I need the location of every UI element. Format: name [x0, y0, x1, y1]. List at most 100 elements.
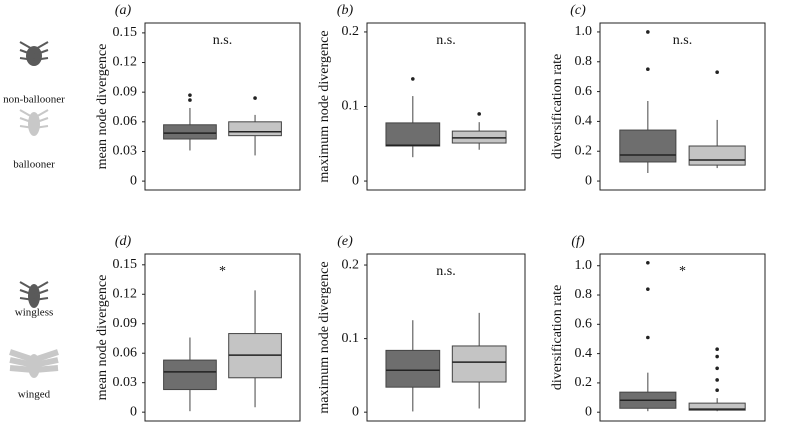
- legend-icon-leg: [19, 297, 35, 301]
- legend-icon: [28, 112, 40, 136]
- panel-label: (e): [337, 234, 353, 249]
- outlier: [646, 287, 650, 291]
- outlier: [715, 378, 719, 382]
- y-axis-label: mean node divergence: [95, 275, 110, 401]
- legend-label: winged: [18, 389, 51, 401]
- outlier: [646, 335, 650, 340]
- legend-icon-leg: [19, 49, 35, 56]
- box: [688, 145, 746, 166]
- panel-label: (d): [115, 234, 132, 249]
- y-tick-label: 0: [352, 173, 359, 188]
- annotation: n.s.: [436, 264, 455, 279]
- outlier: [646, 30, 650, 34]
- legend-icon-leg: [33, 281, 49, 291]
- y-tick-label: 0.2: [342, 257, 360, 272]
- legend-icon: [26, 46, 42, 66]
- box: [163, 124, 217, 140]
- y-tick-label: 0.6: [575, 84, 593, 99]
- outlier: [715, 70, 719, 75]
- legend-icon: [28, 284, 40, 308]
- y-tick-label: 0.06: [113, 114, 138, 129]
- y-tick-label: 0.2: [575, 143, 593, 158]
- y-tick-label: 1.0: [575, 24, 593, 39]
- outlier: [715, 347, 719, 352]
- y-tick-label: 0: [585, 173, 592, 188]
- y-tick-label: 0.09: [113, 316, 138, 331]
- legend-icon-leg: [33, 41, 49, 51]
- y-tick-label: 0.6: [575, 317, 593, 332]
- y-tick-label: 0: [352, 404, 359, 419]
- outlier: [646, 67, 650, 72]
- legend-icon-leg: [9, 357, 35, 368]
- y-tick-label: 0.2: [575, 375, 593, 390]
- legend-label: ballooner: [13, 159, 55, 171]
- y-tick-label: 0.4: [575, 346, 593, 361]
- legend-icon-leg: [19, 125, 35, 129]
- annotation: n.s.: [436, 33, 455, 48]
- y-tick-label: 0.1: [342, 331, 360, 346]
- panel-label: (b): [337, 3, 354, 18]
- box: [688, 402, 746, 411]
- legend-icon-leg: [33, 349, 59, 363]
- outlier: [646, 260, 650, 265]
- annotation: n.s.: [673, 33, 692, 48]
- outlier: [715, 366, 719, 371]
- y-tick-label: 0: [130, 173, 137, 188]
- y-tick-label: 0.06: [113, 345, 138, 360]
- legend-icon-leg: [19, 281, 35, 291]
- legend-icon-leg: [19, 117, 35, 124]
- plot-frame: [366, 253, 526, 422]
- legend-icon-leg: [9, 349, 35, 363]
- y-tick-label: 0: [585, 404, 592, 419]
- y-axis-label: diversification rate: [550, 54, 565, 159]
- panel-label: (c): [570, 3, 586, 18]
- plot-frame: [599, 22, 766, 191]
- box: [163, 359, 217, 391]
- legend-icon-leg: [33, 297, 49, 301]
- outlier: [715, 354, 719, 359]
- y-tick-label: 1.0: [575, 258, 593, 273]
- y-axis-label: diversification rate: [550, 285, 565, 390]
- y-tick-label: 0.12: [113, 286, 138, 301]
- annotation: n.s.: [213, 33, 232, 48]
- legend-icon-leg: [33, 125, 49, 129]
- outlier: [715, 388, 719, 393]
- legend-icon-leg: [19, 109, 35, 119]
- y-tick-label: 0.03: [113, 375, 138, 390]
- panel-label: (f): [571, 234, 585, 249]
- outlier: [253, 96, 257, 100]
- y-tick-label: 0.2: [342, 24, 360, 39]
- y-tick-label: 0.8: [575, 54, 593, 69]
- box: [619, 129, 677, 163]
- box: [451, 345, 507, 383]
- legend-icon-leg: [33, 357, 59, 368]
- panel-label: (a): [115, 3, 132, 18]
- y-axis-label: maximum node divergence: [317, 261, 332, 413]
- legend-icon-leg: [33, 109, 49, 119]
- plot-frame: [144, 253, 301, 422]
- annotation: *: [219, 264, 226, 279]
- legend-icon-leg: [19, 41, 35, 51]
- y-axis-label: mean node divergence: [95, 44, 110, 170]
- legend-icon-leg: [33, 365, 59, 373]
- legend-label: wingless: [15, 307, 54, 319]
- outlier: [188, 93, 192, 97]
- y-tick-label: 0.09: [113, 84, 138, 99]
- legend-icon-leg: [19, 289, 35, 296]
- legend-icon-leg: [19, 57, 35, 61]
- y-tick-label: 0: [130, 404, 137, 419]
- legend-icon-leg: [9, 365, 35, 373]
- plot-frame: [144, 22, 301, 191]
- box: [385, 349, 441, 388]
- outlier: [188, 98, 192, 102]
- legend-icon-leg: [33, 117, 49, 124]
- outlier: [477, 112, 481, 116]
- plot-frame: [599, 253, 766, 422]
- legend-icon-leg: [33, 289, 49, 296]
- y-tick-label: 0.1: [342, 99, 360, 114]
- legend-label: non-ballooner: [3, 94, 65, 106]
- y-axis-label: maximum node divergence: [317, 30, 332, 182]
- y-tick-label: 0.12: [113, 55, 138, 70]
- box: [385, 122, 441, 147]
